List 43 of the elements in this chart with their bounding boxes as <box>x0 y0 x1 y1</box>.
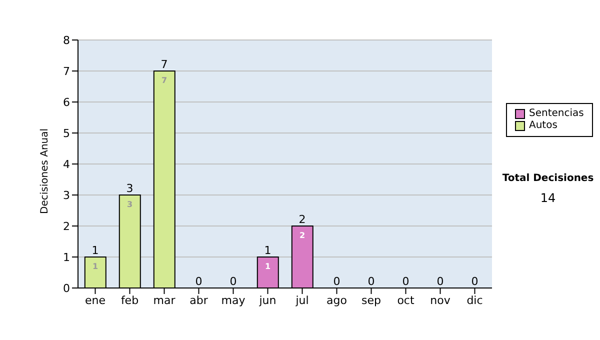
y-tick-label: 0 <box>63 282 70 295</box>
data-label: 3 <box>126 200 133 209</box>
total-label: 0 <box>471 275 478 288</box>
x-tick-label: oct <box>397 294 415 307</box>
data-label: 7 <box>161 76 168 85</box>
y-tick-label: 2 <box>63 220 70 233</box>
total-label: 0 <box>195 275 202 288</box>
y-tick-label: 5 <box>63 126 70 140</box>
y-axis-title: Decisiones Anual <box>40 128 51 214</box>
y-tick-label: 3 <box>63 188 70 202</box>
x-tick-label: dic <box>466 294 483 307</box>
y-tick-label: 7 <box>63 64 70 78</box>
x-tick-label: ene <box>84 294 106 307</box>
text: 14 <box>539 191 557 205</box>
total-label: 2 <box>298 213 306 226</box>
total-label: 3 <box>126 182 134 195</box>
x-tick-label: feb <box>120 294 139 307</box>
legend-label: Autos <box>529 120 558 132</box>
total-label: 1 <box>92 244 99 257</box>
x-tick-label: may <box>221 294 246 307</box>
x-tick-label: jul <box>294 294 309 307</box>
total-label: 0 <box>368 275 375 288</box>
total-label: 1 <box>264 244 272 257</box>
total-label: 0 <box>333 275 340 288</box>
x-tick-label: mar <box>153 294 176 307</box>
total-label: 0 <box>230 275 237 288</box>
data-label: 1 <box>264 262 271 271</box>
x-tick-label: sep <box>362 294 382 307</box>
y-tick-label: 4 <box>63 158 70 171</box>
x-tick-label: jun <box>258 294 276 307</box>
y-tick-label: 1 <box>63 250 70 264</box>
data-label: 1 <box>92 262 98 271</box>
legend-label: Sentencias <box>529 108 584 120</box>
total-label: 0 <box>402 275 410 288</box>
x-tick-label: nov <box>430 294 451 307</box>
total-label: 0 <box>436 275 444 288</box>
text: Total Decisiones <box>501 173 595 184</box>
data-label: 2 <box>299 231 306 240</box>
x-tick-label: abr <box>190 294 208 307</box>
x-tick-label: ago <box>326 294 348 307</box>
y-tick-label: 8 <box>63 34 70 47</box>
y-tick-label: 6 <box>63 96 70 109</box>
total-label: 7 <box>160 58 168 71</box>
